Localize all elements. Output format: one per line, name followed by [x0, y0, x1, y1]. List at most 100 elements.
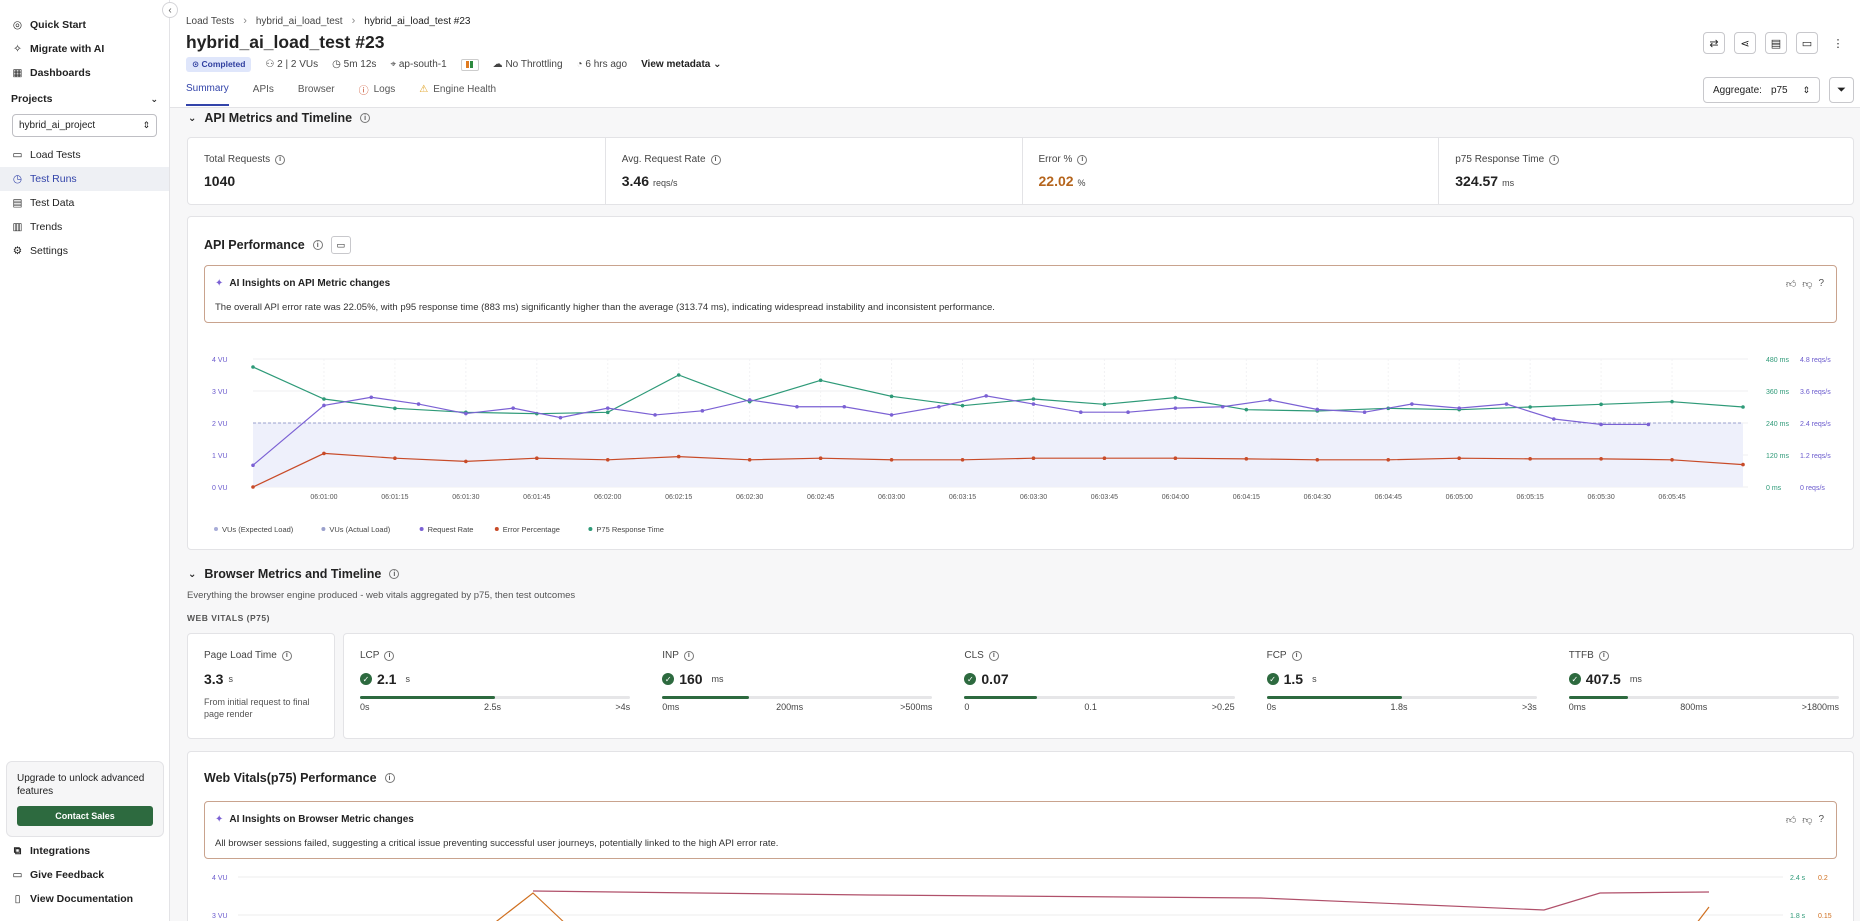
- api-performance-card: API Performance i ▭ ✦ AI Insights on API …: [187, 216, 1854, 550]
- info-icon[interactable]: i: [384, 773, 395, 783]
- sidebar-item-view-documentation[interactable]: ▯ View Documentation: [0, 887, 170, 911]
- info-icon[interactable]: i: [1549, 154, 1560, 165]
- vital-number: 407.5: [1585, 671, 1621, 687]
- info-icon[interactable]: i: [389, 569, 400, 579]
- info-icon[interactable]: i: [281, 650, 292, 661]
- report-button[interactable]: ▤: [1765, 32, 1787, 54]
- select-arrows-icon: ⇕: [142, 120, 150, 130]
- request-rate-point: [1646, 422, 1651, 427]
- info-icon[interactable]: i: [1077, 154, 1088, 165]
- error-percentage-point: [322, 451, 326, 456]
- legend-label[interactable]: VUs (Actual Load): [329, 525, 390, 534]
- sidebar-item-give-feedback[interactable]: ▭ Give Feedback: [0, 863, 170, 887]
- response-time-point: [393, 406, 397, 411]
- tab-logs[interactable]: ⓘ Logs: [359, 82, 396, 106]
- legend-label[interactable]: Request Rate: [428, 525, 474, 534]
- sidebar-item-integrations[interactable]: ⧉ Integrations: [0, 839, 170, 863]
- sidebar-item-trends[interactable]: ▥ Trends: [0, 215, 169, 239]
- error-percentage-point: [1741, 462, 1745, 467]
- tab-apis[interactable]: APIs: [253, 82, 274, 106]
- tab-browser[interactable]: Browser: [298, 82, 335, 106]
- aggregate-select[interactable]: Aggregate: p75 ⇕: [1703, 77, 1820, 103]
- more-menu-button[interactable]: ⋮: [1827, 32, 1849, 54]
- help-icon[interactable]: ?: [1818, 814, 1824, 825]
- share-button[interactable]: ⋖: [1734, 32, 1756, 54]
- region-text: ap-south-1: [398, 59, 447, 70]
- vital-unit: s: [405, 674, 410, 684]
- tabs: Summary APIs Browser ⓘ Logs ⚠ Engine Healt…: [186, 82, 496, 106]
- comment-icon: ▭: [1801, 37, 1813, 50]
- info-icon[interactable]: i: [710, 154, 721, 165]
- request-rate-point: [889, 413, 894, 417]
- thumbs-down-icon[interactable]: 👎︎: [1802, 279, 1813, 290]
- info-icon[interactable]: i: [384, 650, 395, 661]
- sidebar-item-migrate-with-ai[interactable]: ✧ Migrate with AI: [0, 37, 169, 61]
- legend-marker: [588, 527, 593, 531]
- help-icon[interactable]: ?: [1818, 278, 1824, 289]
- sidebar-item-label: Test Data: [30, 197, 75, 209]
- ai-insights-title: AI Insights on API Metric changes: [229, 278, 391, 289]
- compare-button[interactable]: ⇄: [1703, 32, 1725, 54]
- tab-summary[interactable]: Summary: [186, 82, 229, 106]
- y-right-tick: 360 ms: [1766, 389, 1789, 396]
- info-icon[interactable]: i: [1598, 650, 1609, 661]
- thumbs-up-icon[interactable]: 👍︎: [1785, 815, 1797, 826]
- thumbs-up-icon[interactable]: 👍︎: [1785, 279, 1797, 290]
- sparkle-icon: ✧: [13, 43, 22, 55]
- chevron-down-icon[interactable]: ⌄: [150, 93, 158, 104]
- aggregate-label: Aggregate:: [1713, 84, 1762, 96]
- breadcrumb-load-tests[interactable]: Load Tests: [186, 15, 235, 27]
- breadcrumb-test[interactable]: hybrid_ai_load_test: [255, 15, 343, 27]
- tab-engine-health[interactable]: ⚠ Engine Health: [419, 82, 496, 106]
- collapse-sidebar-button[interactable]: ‹: [162, 2, 178, 18]
- request-rate-point: [1268, 398, 1272, 402]
- thumbs-down-icon[interactable]: 👎︎: [1802, 815, 1813, 826]
- legend-label[interactable]: P75 Response Time: [596, 525, 664, 534]
- comment-button[interactable]: ▭: [330, 236, 351, 254]
- sidebar-item-test-data[interactable]: ▤ Test Data: [0, 191, 169, 215]
- info-icon[interactable]: i: [360, 113, 371, 123]
- api-performance-chart: 0 VU 0 ms 0 reqs/s 1 VU 120 ms 1.2 reqs/s 2 VU…: [212, 357, 1831, 534]
- time-text: 6 hrs ago: [585, 59, 628, 70]
- compass-icon: ◎: [12, 19, 23, 31]
- request-rate-point: [795, 404, 799, 409]
- sidebar-item-label: Migrate with AI: [30, 43, 105, 55]
- legend-label[interactable]: VUs (Expected Load): [222, 525, 294, 534]
- error-percentage-line: [252, 452, 1744, 488]
- filter-button[interactable]: ⏷: [1829, 77, 1854, 103]
- sidebar-item-quick-start[interactable]: ◎ Quick Start: [0, 13, 169, 37]
- legend-label[interactable]: Error Percentage: [503, 525, 560, 534]
- sidebar-item-dashboards[interactable]: ▦ Dashboards: [0, 61, 169, 85]
- info-icon[interactable]: i: [988, 650, 999, 661]
- sidebar-item-settings[interactable]: ⚙ Settings: [0, 239, 169, 263]
- request-rate-point: [1410, 402, 1414, 406]
- request-rate-point: [653, 413, 657, 417]
- legend-item-error-percentage: Error Percentage: [494, 525, 560, 534]
- sidebar-item-load-tests[interactable]: ▭ Load Tests: [0, 143, 169, 167]
- request-rate-point: [1031, 402, 1036, 406]
- response-time-point: [1102, 402, 1107, 407]
- project-select[interactable]: hybrid_ai_project ⇕: [12, 114, 157, 137]
- api-section-header[interactable]: ⌄ API Metrics and Timeline i: [188, 111, 371, 125]
- request-rate-point: [511, 406, 515, 410]
- x-tick-label: 06:04:30: [1304, 494, 1331, 501]
- contact-sales-button[interactable]: Contact Sales: [17, 806, 153, 826]
- comments-button[interactable]: ▭: [1796, 32, 1818, 54]
- browser-section-header[interactable]: ⌄ Browser Metrics and Timeline i: [188, 567, 400, 581]
- puzzle-icon: ⧉: [13, 844, 22, 857]
- ai-insights-text: The overall API error rate was 22.05%, w…: [215, 302, 995, 313]
- info-icon[interactable]: i: [1291, 650, 1302, 661]
- x-tick-label: 06:01:30: [452, 494, 479, 501]
- info-icon[interactable]: i: [275, 154, 286, 165]
- y-tick-label: 2 VU: [212, 421, 228, 428]
- sidebar-item-label: Quick Start: [30, 19, 87, 31]
- error-percentage-point: [1315, 458, 1320, 462]
- sidebar-item-test-runs[interactable]: ◷ Test Runs: [0, 167, 169, 191]
- tick-label: >4s: [615, 702, 631, 712]
- info-icon[interactable]: i: [683, 650, 694, 661]
- x-tick-label: 06:04:00: [1162, 494, 1189, 501]
- projects-header[interactable]: Projects ⌄: [0, 88, 169, 110]
- tick-label: >3s: [1522, 702, 1537, 712]
- info-icon[interactable]: i: [312, 240, 323, 250]
- view-metadata-button[interactable]: View metadata ⌄: [641, 59, 721, 70]
